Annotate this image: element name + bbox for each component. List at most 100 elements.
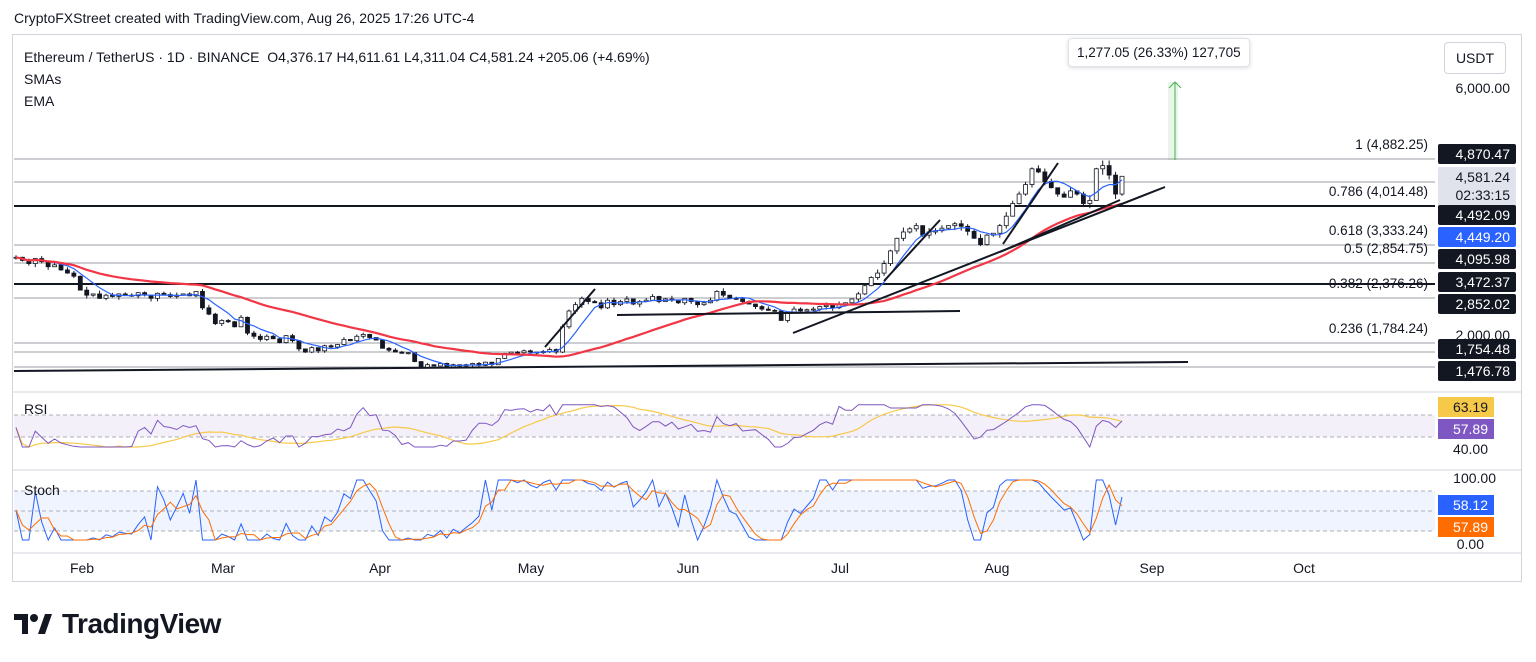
x-axis-tick: Oct [1293,560,1315,576]
candle-body [315,347,321,352]
candle-body [515,351,520,354]
candle-body [695,301,701,306]
candle-body [753,303,758,307]
stoch-badge [1438,495,1494,515]
candle-body [823,304,829,307]
stoch-k-line [15,478,1123,542]
candle-body [97,293,102,299]
candle-body [714,290,720,301]
candle-body [817,306,823,310]
candle-body [200,290,205,309]
x-axis-tick: Jul [831,560,849,576]
price-badge-value: 4,095.98 [1456,251,1511,267]
candle-body [1016,193,1022,204]
footer-brand[interactable]: TradingView [14,604,221,644]
rsi-line [15,404,1123,449]
candle-body [103,294,109,299]
candle-body [251,332,257,337]
stoch-k-value: 58.12 [1453,497,1488,513]
candle-body [264,335,270,340]
ema-line [15,202,1123,358]
price-badge-value: 1,476.78 [1456,363,1511,379]
candle-body [1093,168,1099,201]
candle-body [900,231,906,239]
candle-body [778,310,784,321]
candle-body [1100,165,1106,170]
stoch-panel-label[interactable]: Stoch [24,482,60,498]
candle-body [508,351,514,354]
stoch-badge [1438,517,1494,537]
stoch-d-value: 57.89 [1453,519,1488,535]
price-badge-value: 3,472.37 [1456,274,1511,290]
candle-body [155,292,160,299]
candle-body [1023,184,1028,195]
candle-body [997,225,1003,234]
candle-body [328,345,334,348]
chart-legend: Ethereum / TetherUS · 1D · BINANCE O4,37… [24,46,650,112]
candle-body [1106,165,1112,176]
candle-body [727,294,733,299]
candle-body [238,316,244,328]
legend-indicator-smas[interactable]: SMAs [24,71,62,87]
candle-body [855,293,861,300]
candle-body [1061,193,1067,198]
x-axis-tick: Aug [985,560,1010,576]
candle-body [971,230,977,239]
candle-body [798,308,803,312]
candle-body [277,338,283,343]
candle-body [984,234,990,246]
candle-body [1029,168,1035,185]
fib-label: 0.5 (2,854.75) [1344,241,1428,256]
price-badge-countdown: 02:33:15 [1456,187,1511,203]
rsi-value: 57.89 [1453,421,1488,437]
trend-line [544,288,596,348]
candle-body [58,264,64,271]
candle-body [759,306,765,310]
price-tick: 6,000.00 [1456,80,1511,96]
currency-button[interactable]: USDT [1444,42,1506,74]
candle-body [958,223,964,227]
candle-body [624,298,630,302]
candle-body [380,339,385,349]
candle-body [656,296,662,302]
candle-body [77,275,83,291]
candle-body [875,272,881,278]
candle-body [399,351,405,354]
legend-symbol[interactable]: Ethereum / TetherUS · 1D · BINANCE [24,49,260,65]
stoch-d-line [15,479,1123,541]
candle-body [161,292,167,295]
price-badge [1438,144,1516,164]
candle-body [888,250,893,264]
candle-body [71,272,77,277]
price-badge-value: 4,492.09 [1456,207,1511,223]
candle-body [437,363,443,367]
candle-body [675,299,681,304]
candle-body [1003,215,1009,227]
candle-body [386,347,392,351]
candle-body [1068,190,1073,198]
candle-body [913,225,919,230]
trend-line [13,361,1189,372]
candle-body [1010,203,1016,217]
candle-body [296,340,302,350]
rsi-ma-line [15,404,1123,448]
x-axis-tick: Jun [677,560,700,576]
price-badge [1438,227,1516,247]
chart-credit: CryptoFXStreet created with TradingView.… [14,10,475,26]
candle-body [740,298,746,302]
legend-indicator-ema[interactable]: EMA [24,93,55,109]
x-axis-tick: May [518,560,544,576]
candle-body [521,350,527,354]
rsi-ma-value: 63.19 [1453,399,1488,415]
rsi-panel-label[interactable]: RSI [24,401,48,417]
candle-body [1036,168,1041,173]
candle-body [765,308,771,311]
candle-body [193,290,199,297]
stoch-axis-label: 100.00 [1453,470,1496,486]
fib-label: 0.236 (1,784.24) [1329,321,1428,336]
measure-tooltip: 1,277.05 (26.33%) 127,705 [1068,38,1250,67]
candle-body [347,339,353,342]
candle-body [650,296,655,301]
legend-ohlc: O4,376.17 H4,611.61 L4,311.04 C4,581.24 … [267,49,650,65]
